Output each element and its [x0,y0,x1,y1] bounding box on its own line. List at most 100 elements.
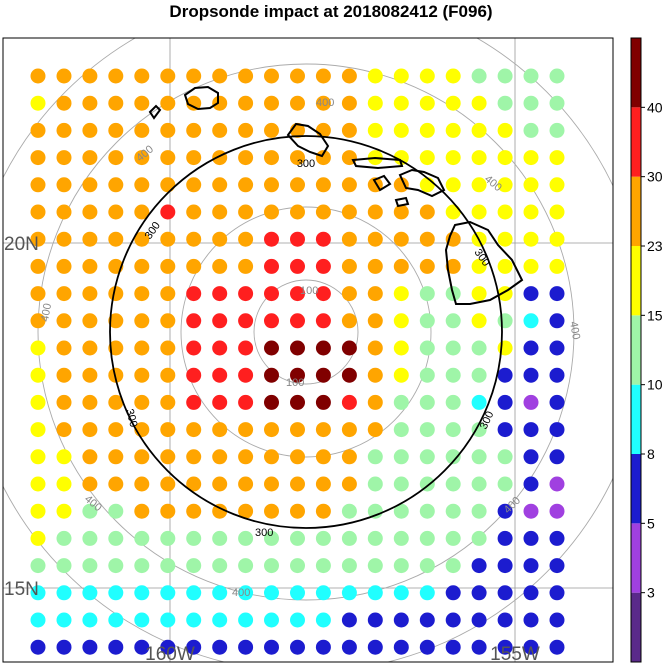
impact-dot [30,558,46,574]
impact-dot [108,313,124,329]
impact-dot [549,258,565,274]
impact-dot [108,177,124,193]
impact-dot [341,177,357,193]
impact-dot [56,476,72,492]
impact-dot [315,150,331,166]
impact-dot [445,177,461,193]
impact-dot [56,530,72,546]
impact-dot [393,177,409,193]
impact-dot [134,68,150,84]
ring-label-100-bottom: 100 [286,377,304,389]
impact-dot [108,286,124,302]
island-maui [398,168,446,198]
impact-dot [82,122,98,138]
impact-dot [290,449,305,465]
impact-dot [419,95,435,111]
impact-dot [108,231,124,247]
impact-dot [56,422,72,438]
impact-dot [82,585,98,601]
impact-dot [419,530,435,546]
impact-dot [56,340,72,356]
impact-dot [341,476,357,492]
impact-dot [367,476,383,492]
impact-dot [56,122,72,138]
impact-dot [160,585,176,601]
island-lanai [372,174,392,192]
impact-dot [341,340,357,356]
impact-dot [56,258,72,274]
impact-dot [264,394,279,410]
impact-dot [445,258,461,274]
impact-dot [315,286,331,302]
impact-dot [341,367,357,383]
impact-dot [549,449,565,465]
impact-dot [160,612,176,628]
impact-dot [290,286,305,302]
impact-dot [186,68,202,84]
impact-dot [160,639,176,655]
impact-dot [30,177,46,193]
impact-dot [160,449,176,465]
impact-dot [523,68,539,84]
impact-dot [445,204,461,220]
impact-dot [186,558,202,574]
impact-dot [393,476,409,492]
impact-dot [315,68,331,84]
impact-dot [30,612,46,628]
impact-dot [419,367,435,383]
ring-100 [253,279,359,385]
impact-dot [56,449,72,465]
impact-dot [238,150,254,166]
impact-dot [212,95,228,111]
impact-dot [445,95,461,111]
impact-dot [134,558,150,574]
impact-dot [212,449,228,465]
impact-dot [290,177,305,193]
impact-dot [238,313,254,329]
impact-dot [238,503,254,519]
impact-dot [367,313,383,329]
island-kahoolawe [394,196,410,208]
impact-dot [523,95,539,111]
impact-dot [160,122,176,138]
impact-dot [549,476,565,492]
impact-dot [82,503,98,519]
impact-dot [264,503,279,519]
lat-label-20n: 20N [4,234,39,255]
impact-dot [549,422,565,438]
impact-dot [290,204,305,220]
impact-dots [30,68,565,655]
impact-dot [160,558,176,574]
impact-dot [419,394,435,410]
impact-dot [186,585,202,601]
impact-dot [108,530,124,546]
impact-dot [445,612,461,628]
impact-dot [445,394,461,410]
impact-dot [160,530,176,546]
impact-dot [315,367,331,383]
impact-dot [108,585,124,601]
impact-dot [56,231,72,247]
impact-dot [264,258,279,274]
impact-dot [497,449,513,465]
impact-dot [82,530,98,546]
impact-dot [108,204,124,220]
impact-dot [134,476,150,492]
colorbar-swatch [631,107,641,177]
impact-dot [367,394,383,410]
impact-dot [393,394,409,410]
impact-dot [341,68,357,84]
impact-dot [134,639,150,655]
colorbar-tick-label: 15 [647,307,662,323]
impact-dot [290,394,305,410]
impact-dot [549,639,565,655]
impact-dot [471,422,487,438]
impact-dot [471,340,487,356]
colorbar-swatch [631,315,641,385]
impact-dot [315,313,331,329]
impact-dot [108,122,124,138]
impact-dot [56,95,72,111]
impact-dot [497,639,513,655]
impact-dot [367,449,383,465]
impact-dot [290,258,305,274]
